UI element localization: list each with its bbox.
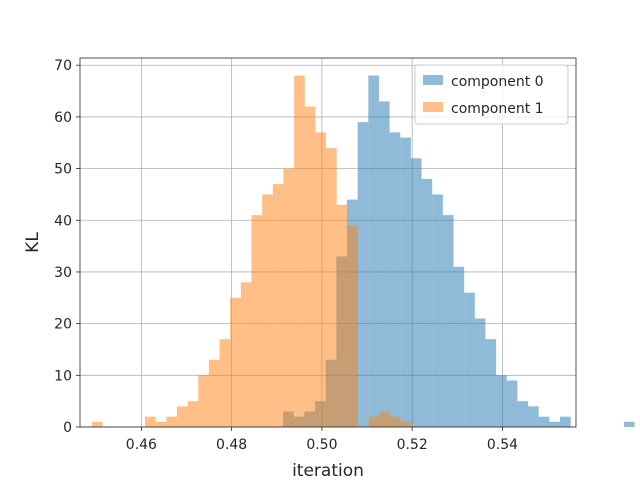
histogram-bar-series-1 bbox=[91, 421, 103, 427]
histogram-bar-series-1 bbox=[198, 375, 209, 427]
histogram-bar-series-0 bbox=[368, 75, 379, 428]
histogram-bar-series-0 bbox=[474, 318, 486, 427]
histogram-bar-series-1 bbox=[389, 416, 401, 427]
histogram-bar-series-1 bbox=[379, 411, 390, 427]
histogram-bar-series-1 bbox=[326, 147, 337, 427]
plot-frame bbox=[79, 57, 577, 428]
histogram-bar-series-1 bbox=[262, 194, 273, 427]
histogram-bar-series-1 bbox=[176, 406, 188, 427]
legend-swatch bbox=[423, 102, 443, 112]
y-tick-label: 10 bbox=[54, 368, 72, 384]
histogram-bar-series-1 bbox=[187, 401, 199, 427]
histogram-bar-series-0 bbox=[400, 137, 411, 427]
x-axis-label: iteration bbox=[292, 461, 364, 480]
histogram-bar-series-1 bbox=[400, 421, 412, 427]
y-tick-label: 20 bbox=[54, 317, 72, 333]
histogram-bar-series-0 bbox=[410, 158, 422, 427]
y-axis-label: KL bbox=[23, 232, 43, 253]
y-tick-label: 40 bbox=[54, 213, 72, 229]
histogram-bar-series-1 bbox=[368, 416, 380, 427]
legend-label: component 1 bbox=[451, 101, 544, 117]
histogram-bar-series-0 bbox=[432, 194, 443, 427]
histogram-bar-series-0 bbox=[389, 132, 401, 427]
legend-box bbox=[414, 64, 569, 125]
histogram-bar-series-0 bbox=[464, 292, 475, 427]
histogram-bar-series-0 bbox=[549, 421, 561, 427]
x-tick-label: 0.52 bbox=[397, 437, 428, 453]
tick-labels: 0.46 0.48 0.50 0.52 0.54 0 10 20 30 40 50 60 70 bbox=[54, 58, 518, 453]
histogram-bar-series-0 bbox=[538, 416, 550, 427]
histogram-bar-series-1 bbox=[336, 204, 348, 427]
histogram-bar-series-1 bbox=[155, 421, 167, 427]
histogram-bar-series-1 bbox=[251, 215, 263, 427]
histogram-bar-series-1 bbox=[240, 282, 252, 427]
histogram-bar-series-1 bbox=[283, 168, 295, 428]
histogram-bar-series-1 bbox=[230, 297, 241, 427]
x-tick-label: 0.48 bbox=[216, 437, 247, 453]
histogram-bar-series-0 bbox=[496, 375, 507, 427]
histogram-bar-series-1 bbox=[144, 416, 156, 427]
y-tick-label: 50 bbox=[54, 162, 72, 178]
histogram-bar-series-1 bbox=[294, 75, 305, 428]
histogram-bar-series-0 bbox=[506, 380, 518, 427]
y-tick-label: 70 bbox=[54, 58, 72, 74]
x-tick-label: 0.54 bbox=[487, 437, 518, 453]
histogram-bar-series-1 bbox=[315, 132, 327, 427]
histogram-bar-series-0 bbox=[421, 178, 433, 427]
x-tick-label: 0.46 bbox=[126, 437, 157, 453]
histogram-bar-series-0 bbox=[378, 101, 390, 427]
histogram-bar-series-1 bbox=[272, 184, 284, 427]
axes bbox=[79, 57, 577, 428]
legend-swatch bbox=[423, 75, 443, 85]
legend: component 0 component 1 bbox=[414, 64, 569, 125]
histogram-bars bbox=[91, 75, 635, 428]
histogram-bar-series-1 bbox=[166, 416, 177, 427]
y-tick-label: 0 bbox=[63, 420, 72, 436]
x-tick-label: 0.50 bbox=[306, 437, 337, 453]
histogram-bar-series-0 bbox=[528, 406, 539, 427]
histogram-bar-series-0 bbox=[453, 266, 465, 427]
y-tick-label: 60 bbox=[54, 110, 72, 126]
histogram-bar-series-0 bbox=[357, 122, 369, 427]
histogram-bar-series-1 bbox=[347, 225, 359, 427]
histogram-bar-series-0 bbox=[442, 215, 454, 427]
histogram-bar-series-0 bbox=[623, 421, 635, 427]
histogram-bar-series-0 bbox=[560, 416, 571, 427]
histogram-bar-series-1 bbox=[219, 339, 231, 427]
histogram-bar-series-1 bbox=[304, 106, 316, 427]
histogram-bar-series-0 bbox=[517, 401, 529, 427]
y-tick-label: 30 bbox=[54, 265, 72, 281]
histogram-bar-series-0 bbox=[485, 339, 497, 427]
histogram-bar-series-1 bbox=[208, 359, 220, 427]
legend-label: component 0 bbox=[451, 74, 544, 90]
